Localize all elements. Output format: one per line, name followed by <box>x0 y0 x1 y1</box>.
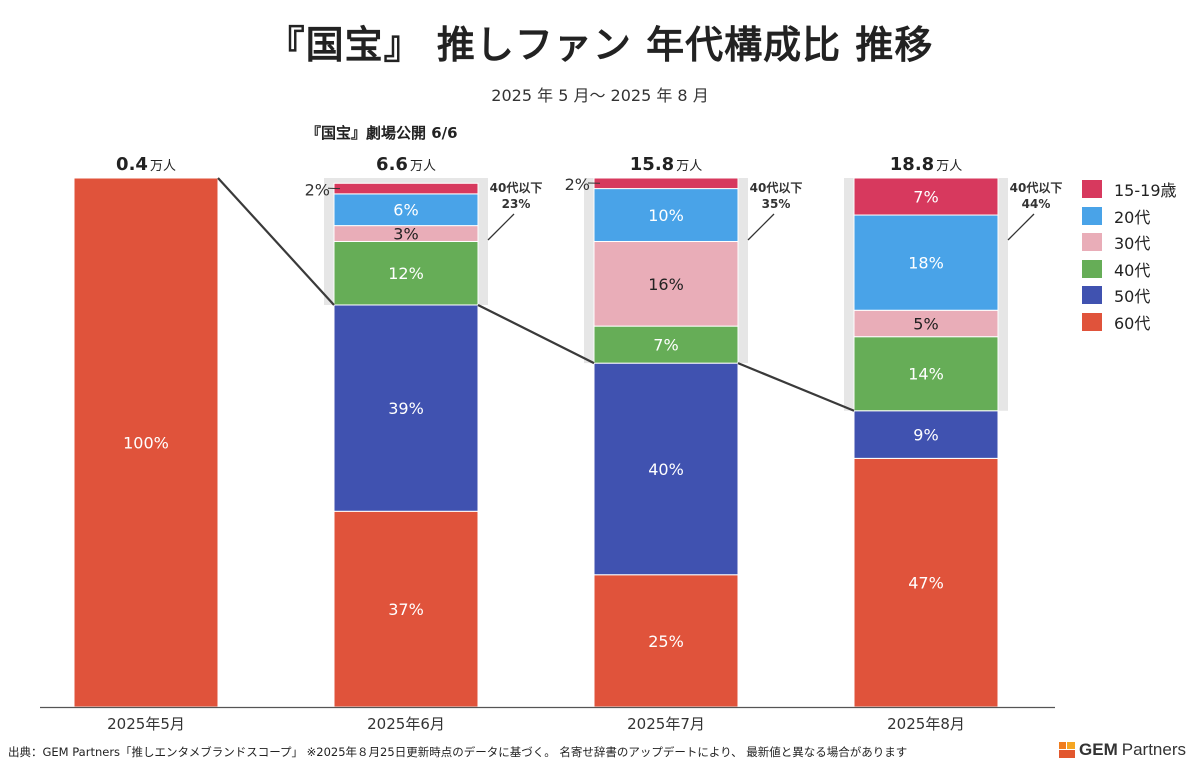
bar-segment <box>853 177 999 216</box>
under40-label-line1: 40代以下 <box>1010 180 1063 195</box>
chart-title: 『国宝』 推しファン 年代構成比 推移 <box>266 23 934 67</box>
under40-label-line2: 44% <box>1022 197 1051 211</box>
segment-value-label: 2% <box>305 180 330 199</box>
bar-segment <box>593 362 739 576</box>
legend-item: 30代 <box>1082 229 1177 256</box>
legend-label: 40代 <box>1114 260 1151 280</box>
x-tick-label: 2025年6月 <box>367 715 445 733</box>
logo-mark-icon <box>1059 742 1076 758</box>
legend-item: 15-19歳 <box>1082 176 1177 203</box>
bar-segment <box>593 325 739 364</box>
segment-value-label: 100% <box>123 434 169 453</box>
legend-swatch <box>1082 259 1102 278</box>
legend-label: 60代 <box>1114 313 1151 333</box>
bar-segment <box>333 182 479 195</box>
bar-segment <box>853 214 999 311</box>
logo-brand-rest: Partners <box>1121 740 1186 759</box>
bar-segment <box>593 177 739 190</box>
legend-item: 40代 <box>1082 256 1177 283</box>
segment-value-label: 6% <box>393 201 418 220</box>
segment-value-label: 25% <box>648 632 684 651</box>
bar-segment <box>593 188 739 242</box>
legend-item: 50代 <box>1082 282 1177 309</box>
legend-label: 30代 <box>1114 234 1151 254</box>
segment-value-label: 14% <box>908 365 944 384</box>
legend-item: 60代 <box>1082 309 1177 336</box>
chart-legend: 15-19歳 20代 30代 40代 50代 60代 <box>1082 176 1177 335</box>
segment-value-label: 37% <box>388 600 424 619</box>
segment-value-label: 3% <box>393 225 418 244</box>
x-tick-label: 2025年8月 <box>887 715 965 733</box>
segment-value-label: 9% <box>913 426 938 445</box>
legend-swatch <box>1082 180 1102 199</box>
under40-label-line2: 35% <box>762 197 791 211</box>
legend-swatch <box>1082 206 1102 225</box>
under40-label-line1: 40代以下 <box>750 180 803 195</box>
segment-value-label: 7% <box>653 336 678 355</box>
source-footnote: 出典：GEM Partners「推しエンタメブランドスコープ」 ※2025年８月… <box>8 745 908 759</box>
x-tick-label: 2025年7月 <box>627 715 705 733</box>
gem-partners-logo: GEM Partners <box>1059 740 1186 760</box>
legend-swatch <box>1082 233 1102 252</box>
legend-label: 15-19歳 <box>1114 181 1177 201</box>
segment-value-label: 2% <box>565 175 590 194</box>
x-tick-label: 2025年5月 <box>107 715 185 733</box>
segment-value-label: 7% <box>913 188 938 207</box>
segment-value-label: 16% <box>648 275 684 294</box>
under40-label-line2: 23% <box>502 197 531 211</box>
bar-segment <box>333 304 479 512</box>
logo-mark-block <box>1067 742 1076 749</box>
segment-value-label: 12% <box>388 264 424 283</box>
segment-value-label: 5% <box>913 314 938 333</box>
under40-label-line1: 40代以下 <box>490 180 543 195</box>
bar-segment <box>853 336 999 412</box>
logo-mark-block <box>1059 750 1076 758</box>
legend-swatch <box>1082 286 1102 305</box>
bar-segment <box>853 457 999 708</box>
under40-leader <box>487 213 515 241</box>
legend-swatch <box>1082 312 1102 331</box>
bar-total-label: 18.8 万人 <box>890 154 962 175</box>
segment-value-label: 39% <box>388 399 424 418</box>
bar-segment <box>593 574 739 708</box>
segment-value-label: 10% <box>648 206 684 225</box>
bar-segment <box>73 177 219 708</box>
under40-leader <box>747 213 775 241</box>
connector-line <box>477 303 595 365</box>
bar-total-label: 6.6 万人 <box>376 154 436 175</box>
logo-brand-bold: GEM <box>1079 740 1118 759</box>
bar-segment <box>593 240 739 327</box>
legend-label: 50代 <box>1114 287 1151 307</box>
segment-value-label: 47% <box>908 574 944 593</box>
release-annotation: 『国宝』劇場公開 6/6 <box>306 124 458 142</box>
logo-mark-block <box>1059 742 1067 749</box>
connector-line <box>217 177 335 306</box>
bar-total-label: 0.4 万人 <box>116 154 176 175</box>
legend-label: 20代 <box>1114 207 1151 227</box>
bar-total-label: 15.8 万人 <box>630 154 702 175</box>
segment-value-label: 40% <box>648 460 684 479</box>
connector-line <box>737 362 855 412</box>
legend-item: 20代 <box>1082 203 1177 230</box>
chart-subtitle: 2025 年 5 月〜 2025 年 8 月 <box>491 86 709 105</box>
segment-value-label: 18% <box>908 254 944 273</box>
under40-leader <box>1007 213 1035 241</box>
